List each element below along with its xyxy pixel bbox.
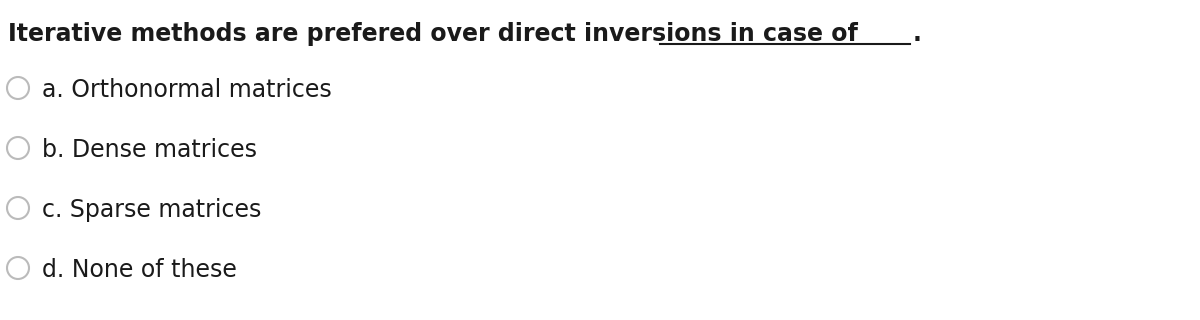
Text: c. Sparse matrices: c. Sparse matrices xyxy=(42,198,262,222)
Text: d. None of these: d. None of these xyxy=(42,258,236,282)
Text: Iterative methods are prefered over direct inversions in case of: Iterative methods are prefered over dire… xyxy=(8,22,858,46)
Text: b. Dense matrices: b. Dense matrices xyxy=(42,138,257,162)
Text: a. Orthonormal matrices: a. Orthonormal matrices xyxy=(42,78,331,102)
Text: .: . xyxy=(913,22,922,46)
